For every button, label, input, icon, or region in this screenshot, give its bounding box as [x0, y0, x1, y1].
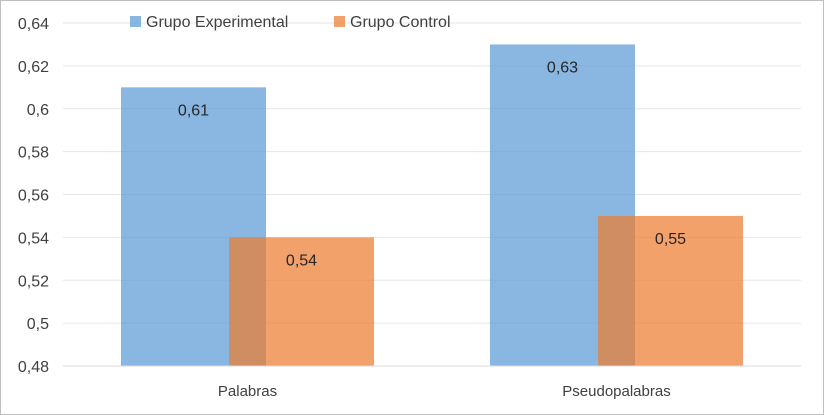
legend: Grupo Experimental Grupo Control	[130, 14, 451, 31]
x-axis: Palabras Pseudopalabras	[63, 365, 801, 400]
y-tick-label: 0,6	[27, 102, 49, 119]
legend-swatch	[130, 16, 141, 27]
y-tick-label: 0,64	[18, 16, 49, 33]
y-tick-label: 0,5	[27, 316, 49, 333]
legend-swatch	[334, 16, 345, 27]
y-axis: 0,48 0,5 0,52 0,54 0,56 0,58 0,6 0,62 0,64	[18, 16, 49, 376]
x-tick-label: Pseudopalabras	[562, 383, 670, 400]
data-labels: 0,61 0,54 0,63 0,55	[178, 59, 686, 269]
y-tick-label: 0,62	[18, 59, 49, 76]
bars	[121, 44, 743, 366]
x-tick-label: Palabras	[218, 383, 277, 400]
data-label: 0,63	[547, 59, 578, 76]
y-tick-label: 0,48	[18, 359, 49, 376]
legend-label: Grupo Experimental	[146, 14, 288, 31]
y-tick-label: 0,52	[18, 273, 49, 290]
data-label: 0,55	[655, 231, 686, 248]
data-label: 0,54	[286, 252, 317, 269]
y-tick-label: 0,54	[18, 230, 49, 247]
bar-control-2	[598, 215, 743, 366]
bar-control-1	[229, 237, 374, 366]
y-tick-label: 0,56	[18, 188, 49, 205]
legend-label: Grupo Control	[350, 14, 451, 31]
data-label: 0,61	[178, 102, 209, 119]
y-tick-label: 0,58	[18, 145, 49, 162]
